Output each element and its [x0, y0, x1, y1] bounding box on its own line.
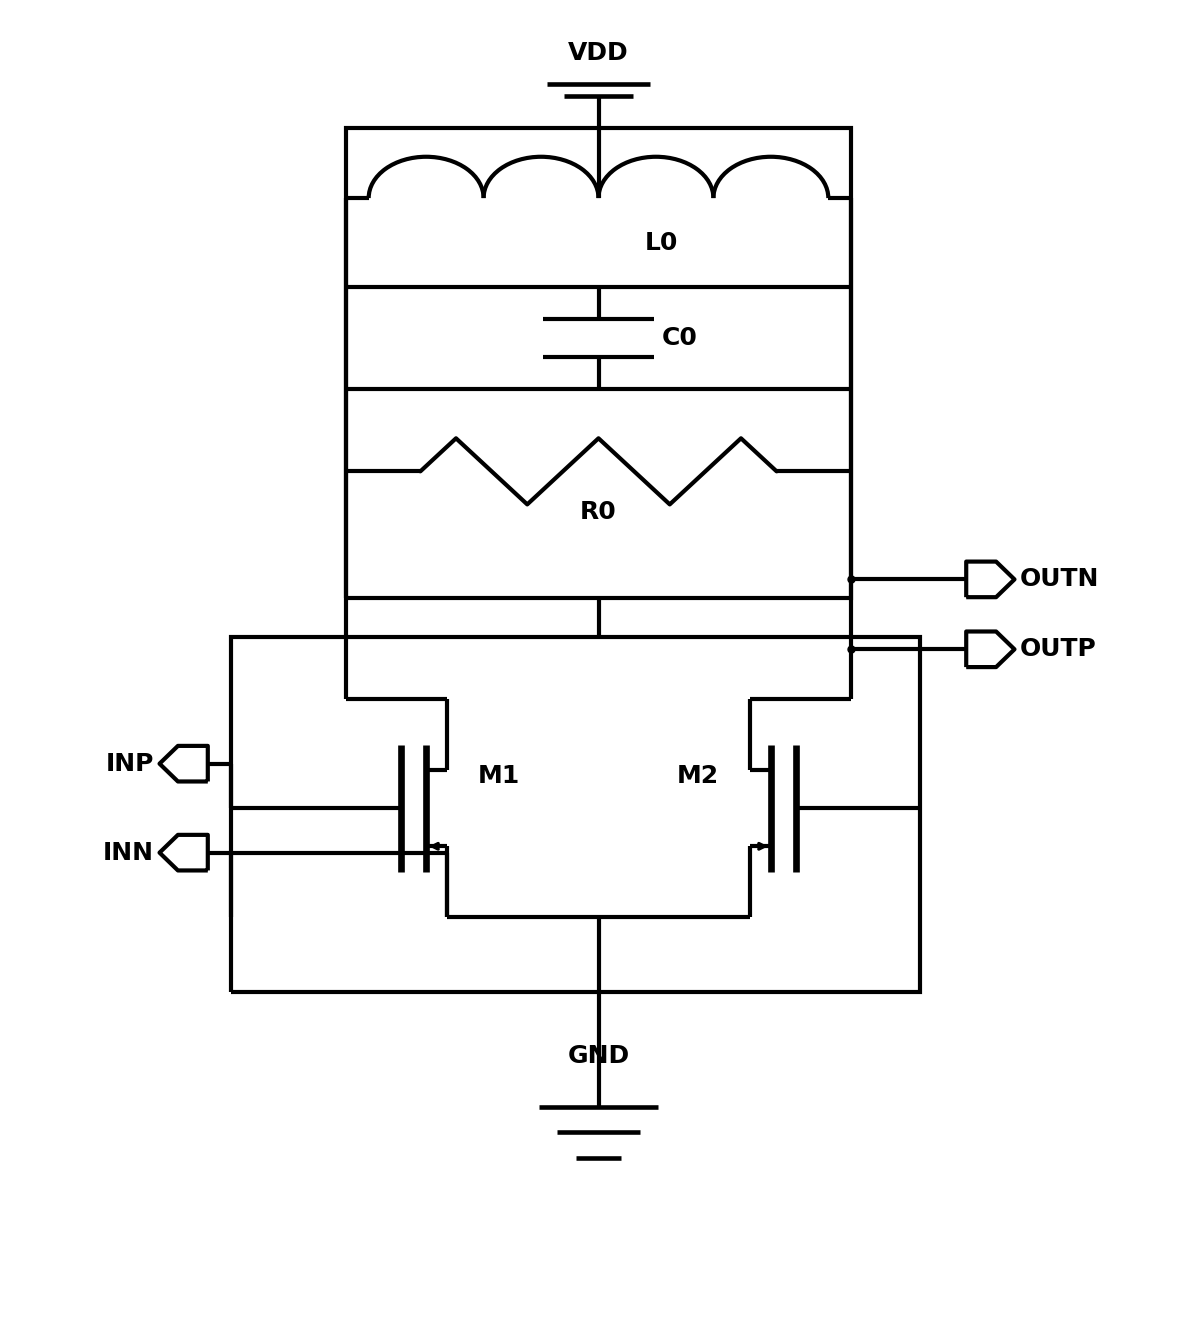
- Text: INP: INP: [105, 752, 153, 776]
- Text: INN: INN: [103, 841, 153, 865]
- Text: L0: L0: [644, 230, 678, 254]
- Text: OUTP: OUTP: [1020, 637, 1096, 661]
- Text: R0: R0: [581, 500, 616, 524]
- Text: M2: M2: [678, 764, 719, 788]
- Text: M1: M1: [478, 764, 519, 788]
- Text: C0: C0: [662, 326, 698, 350]
- Text: VDD: VDD: [569, 41, 628, 65]
- Text: GND: GND: [567, 1045, 630, 1068]
- Text: OUTN: OUTN: [1020, 568, 1100, 592]
